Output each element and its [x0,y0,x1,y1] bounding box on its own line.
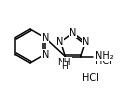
Text: N: N [82,37,90,47]
Text: HCl: HCl [82,73,99,83]
Text: N: N [42,33,49,43]
Text: N: N [56,37,64,47]
Text: NH: NH [58,58,71,67]
Text: N: N [69,28,77,38]
Text: H: H [61,62,68,71]
Text: HCl: HCl [95,56,112,66]
Text: NH₂: NH₂ [95,50,113,61]
Text: N: N [42,49,49,59]
